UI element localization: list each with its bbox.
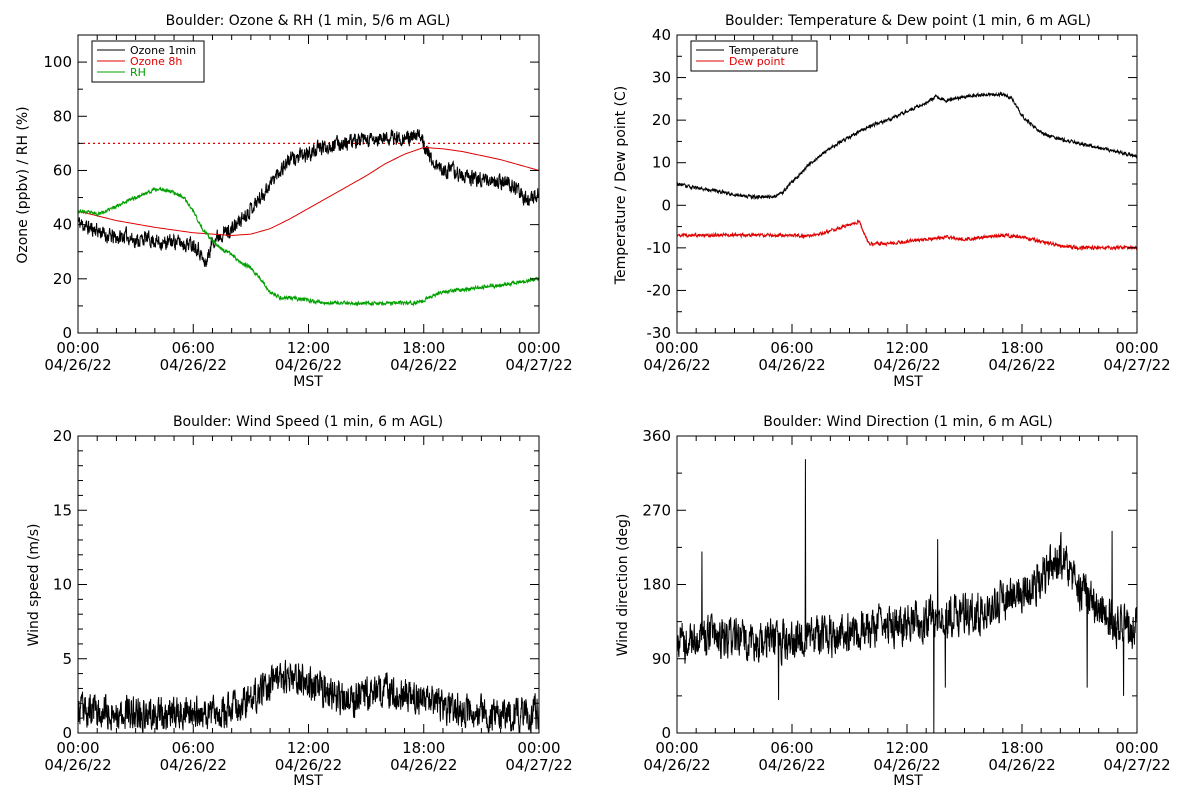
temperature-panel-xlabel: MST	[893, 374, 923, 390]
plot-frame	[676, 34, 1138, 334]
y-tick-label: 0	[661, 724, 671, 742]
wind-speed-panel-xlabel: MST	[293, 773, 323, 789]
x-tick-date-label: 04/26/22	[643, 756, 710, 774]
series-line	[677, 91, 1137, 201]
x-tick-date-label: 04/26/22	[275, 356, 342, 374]
y-tick-label: 0	[62, 324, 72, 342]
x-tick-time-label: 18:00	[402, 739, 445, 757]
y-tick-label: 40	[53, 216, 72, 234]
y-tick-label: 360	[642, 427, 671, 445]
y-tick-label: -20	[647, 281, 672, 299]
series-line	[677, 459, 1137, 733]
wind-speed-panel: Boulder: Wind Speed (1 min, 6 m AGL) Win…	[26, 414, 573, 789]
y-tick-label: 15	[53, 501, 72, 519]
x-tick-date-label: 04/27/22	[1103, 756, 1170, 774]
temperature-dewpoint-panel: Boulder: Temperature & Dew point (1 min,…	[613, 13, 1171, 390]
x-tick-date-label: 04/26/22	[873, 356, 940, 374]
x-tick-time-label: 06:00	[172, 739, 215, 757]
legend-label: RH	[130, 66, 146, 79]
series-line	[78, 129, 539, 268]
x-tick-time-label: 18:00	[402, 339, 445, 357]
x-tick-time-label: 06:00	[770, 739, 813, 757]
wind-speed-panel-ylabel: Wind speed (m/s)	[26, 524, 42, 647]
x-tick-date-label: 04/27/22	[505, 756, 572, 774]
x-tick-date-label: 04/26/22	[390, 756, 457, 774]
x-tick-time-label: 00:00	[517, 739, 560, 757]
series-line	[78, 186, 539, 307]
x-tick-time-label: 12:00	[287, 339, 330, 357]
series-line	[78, 659, 539, 733]
y-tick-label: 60	[53, 161, 72, 179]
y-tick-label: 5	[62, 650, 72, 668]
x-tick-date-label: 04/26/22	[873, 756, 940, 774]
legend	[690, 40, 818, 72]
x-tick-date-label: 04/26/22	[44, 356, 111, 374]
x-tick-date-label: 04/26/22	[390, 356, 457, 374]
legend-label: Dew point	[729, 55, 785, 68]
y-tick-label: 10	[652, 154, 671, 172]
x-tick-date-label: 04/26/22	[643, 356, 710, 374]
x-tick-time-label: 18:00	[1000, 339, 1043, 357]
legend-label: Ozone 8h	[130, 55, 182, 68]
ozone-panel-title: Boulder: Ozone & RH (1 min, 5/6 m AGL)	[166, 13, 451, 29]
x-tick-time-label: 00:00	[1115, 339, 1158, 357]
ozone-panel-xlabel: MST	[293, 374, 323, 390]
wind-direction-panel: Boulder: Wind Direction (1 min, 6 m AGL)…	[615, 414, 1171, 789]
x-tick-time-label: 12:00	[885, 339, 928, 357]
wind-direction-panel-ylabel: Wind direction (deg)	[615, 514, 631, 657]
wind-direction-panel-xlabel: MST	[893, 773, 923, 789]
series-line	[78, 146, 539, 236]
ozone-panel-ylabel: Ozone (ppbv) / RH (%)	[15, 106, 31, 263]
y-tick-label: 30	[652, 69, 671, 87]
wind-speed-panel-title: Boulder: Wind Speed (1 min, 6 m AGL)	[173, 414, 443, 430]
x-tick-date-label: 04/27/22	[505, 356, 572, 374]
x-tick-time-label: 18:00	[1000, 739, 1043, 757]
y-tick-label: 10	[53, 576, 72, 594]
x-tick-date-label: 04/27/22	[1103, 356, 1170, 374]
legend-label: Temperature	[728, 44, 799, 57]
x-tick-time-label: 06:00	[172, 339, 215, 357]
x-tick-time-label: 00:00	[56, 739, 99, 757]
x-tick-date-label: 04/26/22	[44, 756, 111, 774]
legend-label: Ozone 1min	[130, 44, 196, 57]
x-tick-date-label: 04/26/22	[275, 756, 342, 774]
x-tick-date-label: 04/26/22	[758, 356, 825, 374]
temperature-panel-ylabel: Temperature / Dew point (C)	[613, 86, 629, 285]
y-tick-label: 20	[53, 427, 72, 445]
ozone-rh-panel: Boulder: Ozone & RH (1 min, 5/6 m AGL) O…	[15, 13, 573, 390]
x-tick-time-label: 00:00	[517, 339, 560, 357]
y-tick-label: 0	[661, 196, 671, 214]
y-tick-label: 80	[53, 107, 72, 125]
x-tick-time-label: 00:00	[1115, 739, 1158, 757]
y-tick-label: 100	[43, 53, 72, 71]
x-tick-time-label: 00:00	[56, 339, 99, 357]
y-tick-label: 90	[652, 650, 671, 668]
x-tick-date-label: 04/26/22	[758, 756, 825, 774]
x-tick-time-label: 06:00	[770, 339, 813, 357]
wind-direction-panel-title: Boulder: Wind Direction (1 min, 6 m AGL)	[763, 414, 1052, 430]
x-tick-time-label: 12:00	[885, 739, 928, 757]
x-tick-time-label: 00:00	[655, 339, 698, 357]
y-tick-label: 40	[652, 26, 671, 44]
series-line	[677, 219, 1137, 252]
y-tick-label: 20	[652, 111, 671, 129]
x-tick-time-label: 12:00	[287, 739, 330, 757]
x-tick-date-label: 04/26/22	[160, 356, 227, 374]
temperature-panel-title: Boulder: Temperature & Dew point (1 min,…	[725, 13, 1091, 29]
x-tick-date-label: 04/26/22	[988, 356, 1055, 374]
y-tick-label: -30	[647, 324, 672, 342]
x-tick-date-label: 04/26/22	[988, 756, 1055, 774]
y-tick-label: 20	[53, 270, 72, 288]
x-tick-time-label: 00:00	[655, 739, 698, 757]
y-tick-label: 270	[642, 501, 671, 519]
y-tick-label: -10	[647, 239, 672, 257]
x-tick-date-label: 04/26/22	[160, 756, 227, 774]
y-tick-label: 0	[62, 724, 72, 742]
y-tick-label: 180	[642, 576, 671, 594]
